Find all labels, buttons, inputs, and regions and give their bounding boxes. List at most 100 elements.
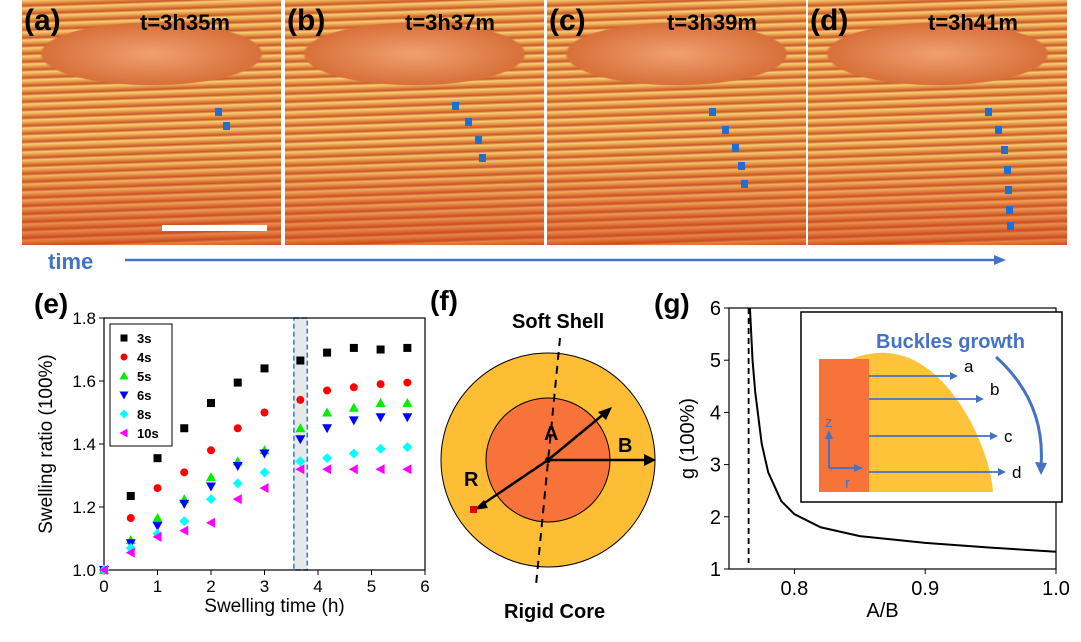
y-tick-label: 1.4 (72, 435, 96, 454)
buckle-dot (722, 126, 729, 134)
data-point (322, 407, 333, 417)
x-tick-label: 4 (313, 577, 322, 596)
data-point (323, 348, 332, 357)
data-point (180, 468, 189, 477)
data-point (322, 464, 332, 475)
buckle-marker (985, 108, 1014, 230)
data-point (152, 531, 162, 542)
buckle-dot (475, 136, 482, 144)
data-point (348, 402, 359, 412)
buckle-dot (1007, 222, 1014, 230)
y-tick-label: 1.0 (72, 561, 96, 580)
data-point (119, 371, 129, 380)
data-point (375, 443, 386, 454)
panel-label-f: (f) (430, 285, 458, 316)
data-point (296, 356, 305, 365)
level-label: d (1012, 463, 1021, 482)
arrow-head (990, 432, 998, 440)
data-point (152, 521, 163, 531)
x-tick-label: 6 (420, 577, 429, 596)
y-tick-label: 1 (710, 559, 721, 581)
chart-e: (e) 0 1 2 3 4 5 6 1.0 1.2 1.4 1.6 1.8 Swelling time (… (34, 288, 430, 617)
data-point (402, 464, 412, 475)
data-point (207, 446, 215, 455)
data-point (349, 383, 358, 392)
data-point (207, 399, 215, 408)
buckle-dot (732, 144, 739, 152)
data-point (125, 547, 135, 558)
time-stamp: t=3h41m (928, 10, 1018, 35)
x-tick-label: 0.9 (911, 578, 939, 600)
panel-label: (b) (287, 4, 326, 37)
data-point (206, 494, 216, 505)
y-axis-label: Swelling ratio (100%) (36, 354, 57, 534)
data-point (233, 424, 242, 433)
panel-label: (d) (810, 4, 849, 37)
data-point (99, 565, 108, 575)
data-point (126, 491, 135, 500)
rigid-core-label: Rigid Core (504, 601, 605, 623)
arrow-head (1035, 462, 1047, 475)
data-point (206, 517, 215, 528)
y-tick-label: 1.2 (72, 498, 96, 517)
series-10s (99, 464, 412, 575)
data-point (259, 467, 270, 478)
data-point (152, 513, 163, 523)
soft-shell-label: Soft Shell (512, 311, 604, 333)
x-tick-label: 5 (367, 577, 376, 596)
x-tick-label: 3 (260, 577, 269, 596)
legend-label: 5s (137, 369, 151, 384)
x-tick-label: 0 (99, 577, 108, 596)
data-point (206, 482, 216, 492)
y-tick-label: 3 (710, 455, 721, 477)
photo-panel: (b) t=3h37m (285, 0, 544, 245)
x-tick-label: 2 (206, 577, 215, 596)
data-point (119, 391, 129, 400)
data-point (376, 380, 385, 389)
photo-panel: (d) t=3h41m (808, 0, 1067, 245)
data-point (295, 435, 306, 445)
data-point (295, 464, 305, 475)
arrow-head (950, 372, 958, 380)
buckle-dot (215, 108, 222, 116)
buckle-dot (738, 162, 745, 170)
buckle-dot (479, 154, 486, 162)
legend-label: 10s (137, 426, 159, 441)
data-point (375, 413, 386, 423)
buckles-growth-arrow (994, 355, 1043, 468)
y-tick-label: 1.6 (72, 372, 96, 391)
buckle-dot (709, 108, 716, 116)
buckle-dot (985, 108, 992, 116)
data-point (348, 448, 359, 459)
buckle-dot (995, 126, 1002, 134)
data-point (322, 424, 333, 434)
data-point (179, 525, 189, 536)
level-label: a (964, 357, 974, 376)
time-label: time (48, 249, 93, 274)
y-tick-label: 1.8 (72, 309, 96, 328)
arrow-head (976, 395, 984, 403)
label-b: B (618, 435, 632, 457)
legend: 3s 4s 5s 6s 8s 10s (109, 323, 173, 447)
data-point (259, 449, 270, 459)
legend-label: 3s (137, 331, 151, 346)
z-axis-label: z (825, 414, 833, 431)
data-point (376, 345, 385, 354)
data-point (375, 464, 385, 475)
buckle-marker (215, 108, 230, 130)
arrow-head (825, 430, 833, 439)
data-point (152, 528, 163, 539)
data-point (402, 413, 413, 423)
data-point (260, 364, 269, 373)
data-point (260, 408, 269, 417)
arrow-head (854, 464, 863, 472)
y-axis-label: g (100%) (677, 398, 699, 479)
data-point (375, 398, 386, 408)
data-point (323, 386, 332, 395)
data-point (180, 424, 189, 433)
data-point (402, 398, 413, 408)
label-a: A (544, 423, 558, 445)
buckle-dot (1004, 166, 1011, 174)
data-point (295, 456, 306, 467)
buckle-dot (1001, 146, 1008, 154)
